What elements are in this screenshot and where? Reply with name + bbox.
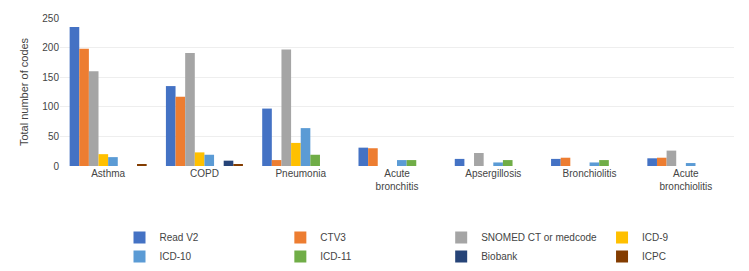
svg-text:200: 200 [42,42,59,53]
svg-text:ICD-11: ICD-11 [320,251,351,262]
svg-text:CTV3: CTV3 [320,232,346,243]
svg-text:50: 50 [48,131,60,142]
svg-text:Acutebronchiolitis: Acutebronchiolitis [659,168,712,192]
svg-text:150: 150 [42,72,59,83]
svg-text:Acutebronchitis: Acutebronchitis [376,168,419,192]
svg-text:ICPC: ICPC [642,251,666,262]
svg-text:COPD: COPD [190,168,219,179]
svg-text:250: 250 [42,13,59,24]
svg-text:Pneumonia: Pneumonia [275,168,326,179]
svg-text:100: 100 [42,101,59,112]
svg-text:0: 0 [53,161,59,172]
svg-text:ICD-9: ICD-9 [642,232,669,243]
svg-text:ICD-10: ICD-10 [160,251,192,262]
svg-text:Asthma: Asthma [91,168,125,179]
svg-text:Apsergillosis: Apsergillosis [465,168,521,179]
svg-text:SNOMED CT or medcode: SNOMED CT or medcode [481,232,597,243]
svg-text:Bronchiolitis: Bronchiolitis [563,168,617,179]
svg-text:Total number of codes: Total number of codes [18,37,30,146]
svg-text:Read V2: Read V2 [160,232,199,243]
svg-text:Biobank: Biobank [481,251,518,262]
